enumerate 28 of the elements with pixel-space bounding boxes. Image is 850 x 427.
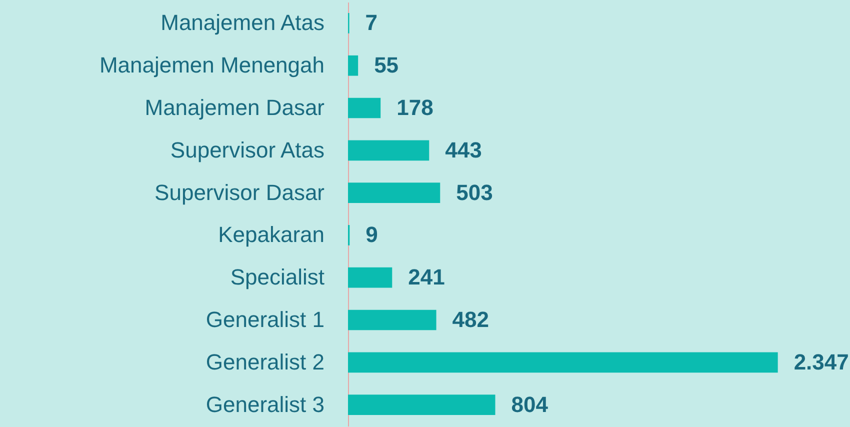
- bar: [348, 140, 430, 161]
- data-label: 7: [365, 10, 378, 36]
- data-label: 9: [366, 222, 378, 248]
- data-label: 804: [511, 392, 549, 417]
- y-tick-label: Specialist: [230, 264, 324, 290]
- data-label: 55: [374, 52, 399, 78]
- data-label: 443: [445, 137, 482, 162]
- bar: [348, 352, 778, 373]
- data-label: 503: [456, 180, 493, 205]
- bar: [348, 55, 358, 76]
- y-tick-label: Kepakaran: [218, 222, 324, 248]
- y-tick-label: Generalist 2: [206, 349, 324, 374]
- bar: [348, 267, 392, 288]
- bar: [348, 98, 381, 118]
- data-label: 482: [452, 307, 489, 332]
- y-tick-label: Supervisor Dasar: [154, 180, 324, 205]
- y-tick-label: Supervisor Atas: [170, 137, 324, 162]
- bar: [348, 394, 496, 415]
- y-tick-label: Manajemen Atas: [160, 10, 324, 36]
- y-tick-label: Manajemen Menengah: [99, 52, 324, 78]
- data-label: 241: [408, 264, 445, 290]
- bar: [348, 182, 440, 203]
- y-tick-label: Manajemen Dasar: [144, 95, 324, 120]
- bar: [348, 310, 436, 330]
- y-tick-label: Generalist 1: [206, 307, 324, 332]
- y-tick-label: Generalist 3: [206, 392, 324, 417]
- data-label: 2.347: [794, 349, 849, 374]
- data-label: 178: [396, 95, 434, 120]
